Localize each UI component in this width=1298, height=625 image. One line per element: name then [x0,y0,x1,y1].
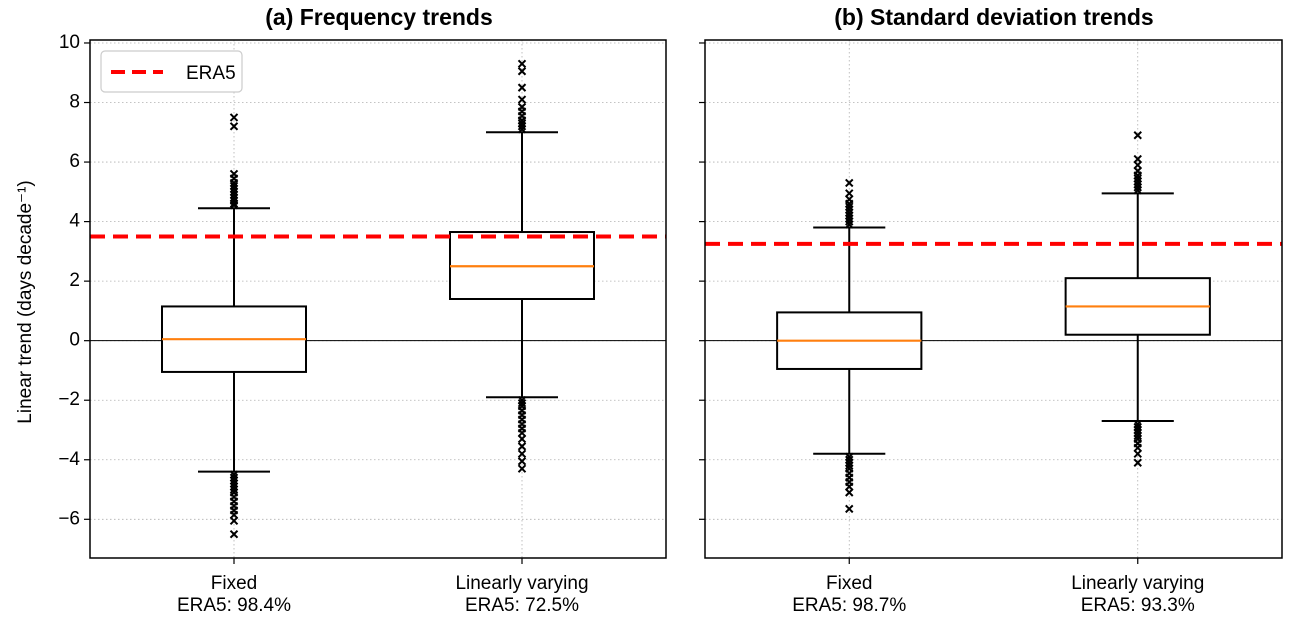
outlier-point [229,516,239,525]
x-tick-label: Linearly varying [1071,573,1204,594]
box-group [449,59,595,473]
outlier-point [517,442,527,451]
axes-frame [89,39,667,559]
outlier-point [517,59,527,69]
x-tick-label: ERA5: 72.5% [465,595,579,616]
x-tick-label: Linearly varying [455,573,588,594]
box-group [161,113,307,539]
x-tick-label: ERA5: 98.4% [177,595,291,616]
y-tick-label: 6 [69,151,80,172]
y-axis-label: Linear trend (days decade⁻¹) [15,180,36,423]
outlier-point [1133,458,1142,467]
y-tick-label: 4 [69,211,80,232]
outlier-point [229,529,239,539]
outlier-point [517,102,527,112]
y-tick-label: 0 [69,330,80,351]
outlier-point [845,488,854,497]
axes-frame [704,39,1283,559]
box-group [1064,131,1211,467]
panel-b-title: (b) Standard deviation trends [834,4,1153,30]
legend-era5-label: ERA5 [186,63,236,84]
y-tick-label: −6 [58,508,80,529]
outlier-point [229,169,239,179]
outlier-point [229,181,239,191]
outlier-point [1133,449,1142,459]
outlier-point [517,83,527,92]
panel-a-title: (a) Frequency trends [265,4,493,30]
outlier-point [845,189,854,198]
x-tick-label: ERA5: 93.3% [1081,595,1195,616]
outlier-point [845,202,854,211]
outlier-point [517,434,527,444]
outlier-point [517,119,527,128]
outlier-point [1133,131,1142,140]
x-tick-label: ERA5: 98.7% [792,595,906,616]
x-tick-label: Fixed [826,573,872,594]
y-tick-label: 2 [69,270,80,291]
y-tick-label: −2 [58,389,80,410]
y-tick-label: −4 [58,449,80,470]
outlier-point [517,464,527,473]
legend-frame [100,50,243,93]
legend: ERA5 [100,50,243,93]
outlier-point [517,449,527,459]
outlier-point [517,457,527,466]
outlier-point [1133,431,1142,441]
outlier-point [1133,174,1142,183]
outlier-point [845,178,854,188]
box-group [776,178,923,514]
outlier-point [1133,154,1142,164]
outlier-point [517,398,527,408]
outlier-point [229,122,239,131]
outlier-point [845,461,854,470]
y-tick-label: 8 [69,92,80,113]
outlier-point [845,504,854,514]
outlier-point [229,113,239,122]
y-tick-label: 10 [59,32,80,53]
x-tick-label: Fixed [211,573,257,594]
outlier-point [517,67,527,76]
outlier-point [229,485,239,494]
outlier-point [517,95,527,104]
